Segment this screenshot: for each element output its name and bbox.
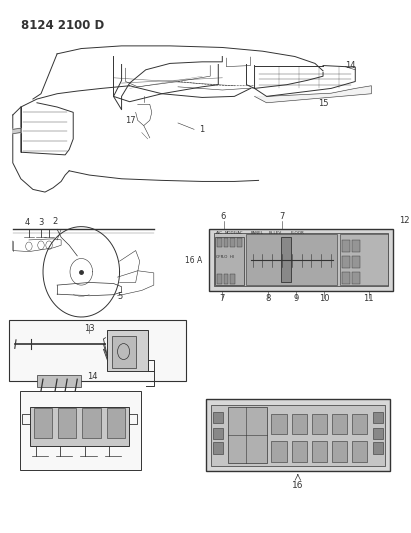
Bar — [342, 240, 350, 252]
Text: 6: 6 — [221, 212, 226, 221]
Bar — [217, 238, 222, 247]
Bar — [224, 238, 229, 247]
Bar — [212, 442, 223, 454]
Text: 10: 10 — [319, 294, 330, 303]
Bar — [214, 233, 388, 286]
Bar — [353, 272, 360, 284]
Text: 5: 5 — [117, 293, 122, 302]
Bar — [237, 238, 242, 247]
Bar — [374, 411, 383, 423]
Bar — [9, 320, 186, 381]
Bar — [312, 441, 327, 462]
Text: 16 A: 16 A — [185, 256, 202, 264]
Bar — [107, 408, 125, 438]
Bar — [224, 274, 229, 284]
Bar — [217, 274, 222, 284]
Polygon shape — [254, 86, 372, 103]
Bar — [272, 414, 287, 434]
Text: 1: 1 — [199, 125, 205, 134]
Text: 8124 2100 D: 8124 2100 D — [21, 19, 104, 33]
Bar — [34, 408, 52, 438]
Text: PANEL: PANEL — [251, 231, 263, 236]
Bar — [374, 427, 383, 439]
Text: 16: 16 — [292, 481, 304, 490]
Bar — [353, 256, 360, 268]
Bar — [281, 237, 291, 282]
Text: 12: 12 — [399, 216, 409, 225]
Bar — [30, 407, 129, 446]
Text: 7: 7 — [279, 212, 285, 221]
Bar — [332, 414, 347, 434]
Text: A/C: A/C — [216, 231, 223, 236]
Bar — [211, 405, 385, 466]
Text: 4: 4 — [24, 218, 30, 227]
Bar — [292, 414, 307, 434]
Bar — [231, 238, 235, 247]
Text: LO  HI: LO HI — [222, 255, 234, 259]
Bar — [212, 411, 223, 423]
Bar — [210, 229, 393, 292]
Text: 11: 11 — [363, 294, 374, 303]
Text: 14: 14 — [87, 372, 98, 381]
Bar — [352, 441, 367, 462]
Bar — [292, 441, 307, 462]
Bar — [231, 274, 235, 284]
Bar — [83, 408, 101, 438]
Bar — [206, 399, 390, 471]
Text: BI-LEV: BI-LEV — [269, 231, 282, 236]
Bar — [212, 427, 223, 439]
Bar — [272, 441, 287, 462]
Bar — [332, 441, 347, 462]
Bar — [352, 414, 367, 434]
Text: OFF: OFF — [216, 255, 224, 259]
Bar — [20, 391, 141, 470]
Bar — [353, 240, 360, 252]
Polygon shape — [13, 128, 21, 134]
Bar — [37, 375, 81, 386]
Text: 2: 2 — [53, 217, 58, 226]
Text: 17: 17 — [125, 116, 136, 125]
Text: FLOOR: FLOOR — [291, 231, 305, 236]
Text: 3: 3 — [38, 217, 44, 227]
Bar — [247, 234, 337, 285]
Bar — [342, 256, 350, 268]
Bar — [312, 414, 327, 434]
Bar — [229, 407, 267, 463]
Bar — [58, 408, 76, 438]
Text: 8: 8 — [265, 294, 270, 303]
Text: 9: 9 — [293, 294, 299, 303]
Bar — [107, 330, 148, 371]
Bar — [374, 442, 383, 454]
Bar — [111, 336, 136, 368]
Text: MODE/AC: MODE/AC — [225, 231, 243, 236]
Bar — [340, 234, 388, 285]
Text: 14: 14 — [345, 61, 356, 70]
Text: 7: 7 — [219, 294, 224, 303]
Text: 15: 15 — [318, 99, 328, 108]
Bar — [215, 237, 245, 285]
Bar — [342, 272, 350, 284]
Text: 13: 13 — [84, 324, 95, 333]
